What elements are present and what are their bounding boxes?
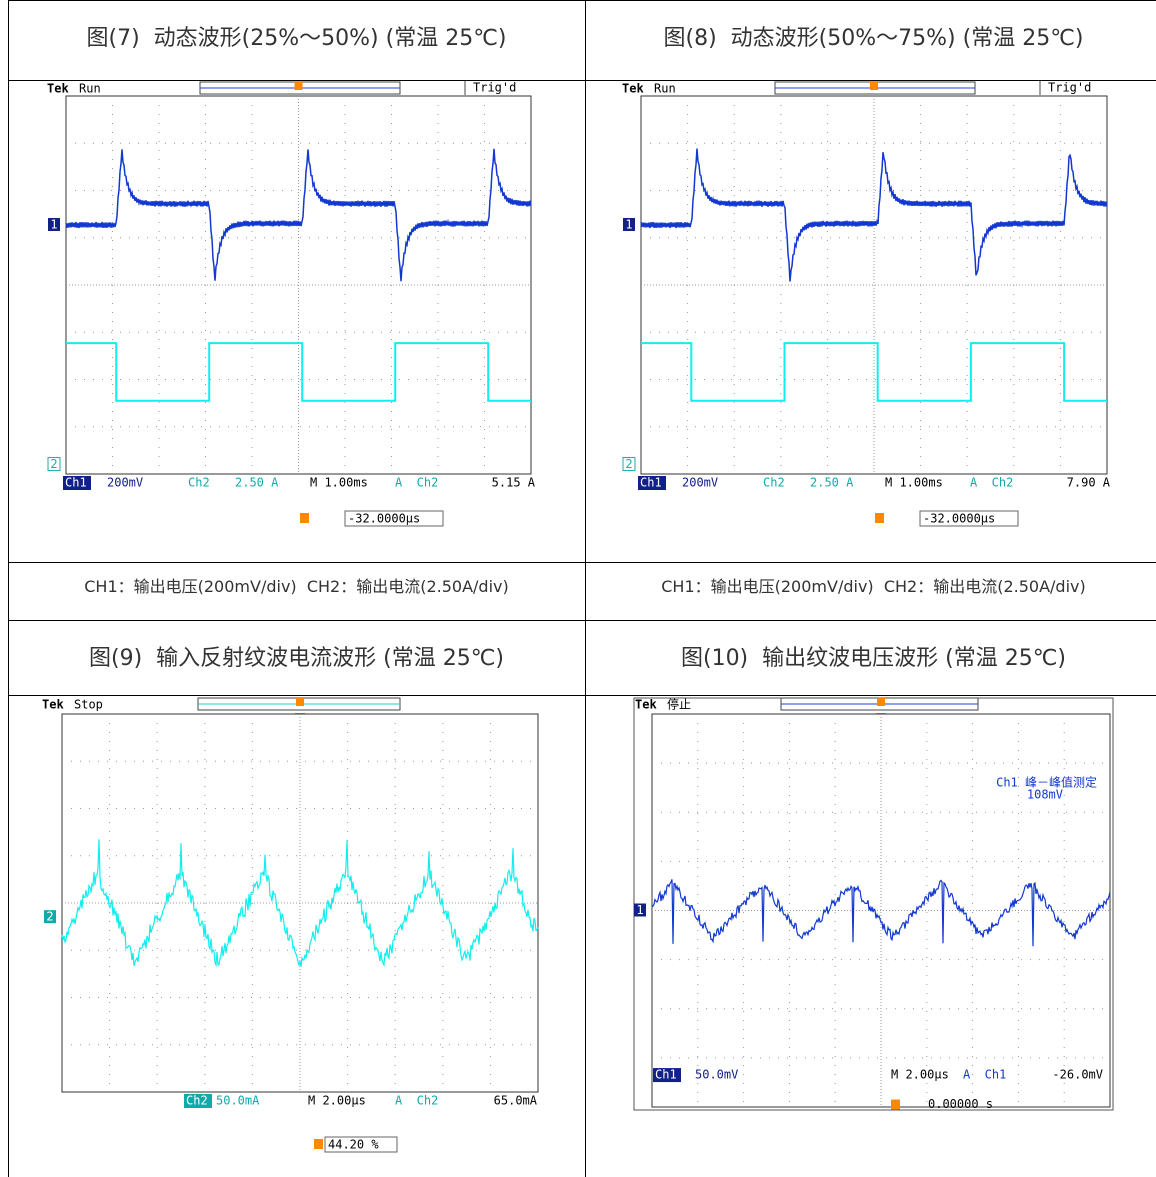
trigger-level: -26.0mV — [1052, 1068, 1103, 1082]
trigger-level: 65.0mA — [494, 1094, 538, 1108]
trigger-source: A Ch2 — [970, 476, 1013, 490]
trigger-icon — [295, 82, 303, 90]
trigger-icon — [870, 82, 878, 90]
trigger-source: A Ch2 — [395, 1094, 438, 1108]
trigger-level: 7.90 A — [1067, 476, 1111, 490]
oscilloscope-screenshot: Tek Run Trig'd 1 2 Ch1 200mV Ch2 2.50 A M 1.00ms A… — [620, 81, 1120, 536]
ch2-scale: 2.50 A — [235, 476, 279, 490]
caption: 图(9) 输入反射纹波电流波形 (常温 25℃) — [8, 640, 585, 672]
scope-brand: Tek — [635, 698, 657, 712]
caption: 图(8) 动态波形(50%～75%) (常温 25℃) — [585, 20, 1156, 52]
ch2-label: Ch2 — [763, 476, 785, 490]
table-border — [8, 562, 1156, 563]
trigger-icon — [875, 513, 884, 523]
ch2-scale: 50.0mA — [216, 1094, 260, 1108]
ch2-label: Ch2 — [188, 476, 210, 490]
trigger-position: 44.20 % — [328, 1138, 379, 1152]
channel-marker-label: 2 — [50, 457, 57, 471]
ch2-scale: 2.50 A — [810, 476, 854, 490]
channel-label: Ch1 — [65, 476, 87, 490]
trigger-icon — [877, 698, 885, 706]
table-border — [8, 620, 1156, 621]
trigger-offset: -32.0000µs — [348, 512, 420, 526]
scope-state: Run — [654, 82, 676, 96]
channel-marker-label: 1 — [625, 217, 632, 231]
channel-marker-label: 1 — [636, 903, 643, 917]
trigger-icon — [314, 1139, 323, 1149]
timebase: M 2.00µs — [891, 1068, 949, 1082]
ch1-scale: 200mV — [682, 476, 718, 490]
channel-marker-label: 2 — [46, 910, 53, 924]
channel-marker-label: 2 — [625, 457, 632, 471]
scope-state: Stop — [74, 698, 103, 712]
oscilloscope-screenshot: Tek Stop 2 Ch2 50.0mA M 2.00µs A Ch2 65.0mA 44.2… — [40, 697, 545, 1162]
trigger-status: Trig'd — [1048, 81, 1091, 95]
trigger-source: A Ch1 — [963, 1068, 1006, 1082]
trigger-source: A Ch2 — [395, 476, 438, 490]
measure-value: 108mV — [1027, 788, 1063, 802]
scope-brand: Tek — [42, 698, 64, 712]
scope-brand: Tek — [47, 82, 69, 96]
channel-label: Ch1 — [640, 476, 662, 490]
trigger-offset: -32.0000µs — [923, 512, 995, 526]
ch1-scale: 50.0mV — [695, 1068, 738, 1082]
timebase: M 1.00ms — [310, 476, 368, 490]
timebase: M 1.00ms — [885, 476, 943, 490]
trigger-status: Trig'd — [473, 81, 516, 95]
note: CH1：输出电压(200mV/div) CH2：输出电流(2.50A/div) — [8, 573, 585, 597]
trigger-icon — [296, 698, 304, 706]
trigger-icon — [891, 1100, 900, 1110]
caption: 图(7) 动态波形(25%～50%) (常温 25℃) — [8, 20, 585, 52]
table-border — [8, 0, 1156, 1]
trigger-level: 5.15 A — [492, 476, 536, 490]
trigger-offset: 0.00000 s — [928, 1097, 993, 1111]
caption: 图(10) 输出纹波电压波形 (常温 25℃) — [585, 640, 1156, 672]
scope-brand: Tek — [622, 82, 644, 96]
channel-label: Ch2 — [186, 1094, 208, 1108]
page: 图(7) 动态波形(25%～50%) (常温 25℃) 图(8) 动态波形(50… — [0, 0, 1156, 1177]
ch1-scale: 200mV — [107, 476, 143, 490]
channel-label: Ch1 — [655, 1068, 677, 1082]
scope-state: 停止 — [667, 697, 691, 712]
channel-marker-label: 1 — [50, 217, 57, 231]
timebase: M 2.00µs — [308, 1094, 366, 1108]
scope-state: Run — [79, 82, 101, 96]
trigger-icon — [300, 513, 309, 523]
table-border — [8, 695, 1156, 696]
note: CH1：输出电压(200mV/div) CH2：输出电流(2.50A/div) — [585, 573, 1156, 597]
oscilloscope-screenshot: Tek Run Trig'd 1 2 Ch1 200mV Ch2 2.50 A M 1.00ms A… — [45, 81, 545, 536]
